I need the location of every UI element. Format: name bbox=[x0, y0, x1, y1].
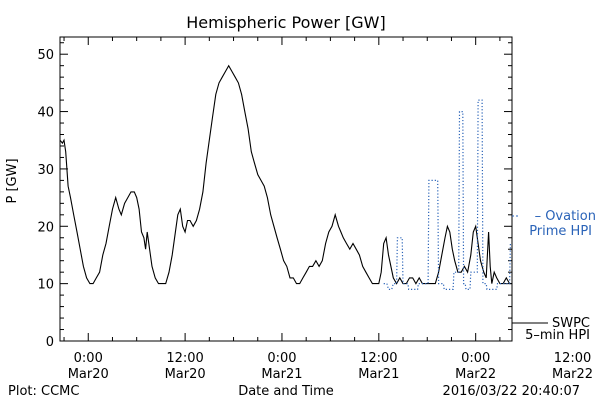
x-tick-time-label: 0:00 bbox=[461, 351, 490, 366]
legend-ovation-label-line2: Prime HPI bbox=[529, 224, 592, 239]
x-tick-time-label: 12:00 bbox=[554, 351, 591, 366]
series-line-ovation-prime bbox=[383, 99, 511, 290]
x-tick-date-label: Mar20 bbox=[165, 367, 206, 382]
y-tick-label: 40 bbox=[37, 106, 54, 121]
plot-credit: Plot: CCMC bbox=[8, 384, 79, 399]
x-tick-date-label: Mar20 bbox=[68, 367, 109, 382]
x-tick-time-label: 12:00 bbox=[166, 351, 203, 366]
legend-swpc-label-line2: 5–min HPI bbox=[525, 328, 590, 343]
x-tick-date-label: Mar22 bbox=[552, 367, 593, 382]
chart-title: Hemispheric Power [GW] bbox=[186, 13, 385, 32]
series-line-swpc bbox=[59, 64, 512, 285]
y-tick-label: 0 bbox=[46, 335, 54, 350]
y-axis-label: P [GW] bbox=[5, 158, 20, 203]
x-tick-time-label: 0:00 bbox=[267, 351, 296, 366]
x-tick-time-label: 12:00 bbox=[360, 351, 397, 366]
y-tick-label: 10 bbox=[37, 278, 54, 293]
x-tick-time-label: 0:00 bbox=[74, 351, 103, 366]
x-tick-date-label: Mar21 bbox=[358, 367, 399, 382]
legend-ovation-label-line1: – Ovation bbox=[535, 209, 596, 224]
x-axis-label: Date and Time bbox=[238, 384, 334, 399]
x-tick-date-label: Mar22 bbox=[455, 367, 496, 382]
series-layer bbox=[59, 64, 512, 290]
y-tick-label: 20 bbox=[37, 220, 54, 235]
plot-frame bbox=[59, 36, 513, 342]
axes: 010203040500:00Mar2012:00Mar200:00Mar211… bbox=[37, 36, 593, 382]
timestamp: 2016/03/22 20:40:07 bbox=[443, 384, 580, 399]
y-tick-label: 30 bbox=[37, 163, 54, 178]
legend-swpc-label-line1: SWPC bbox=[552, 316, 590, 331]
y-tick-label: 50 bbox=[37, 48, 54, 63]
x-tick-date-label: Mar21 bbox=[261, 367, 302, 382]
